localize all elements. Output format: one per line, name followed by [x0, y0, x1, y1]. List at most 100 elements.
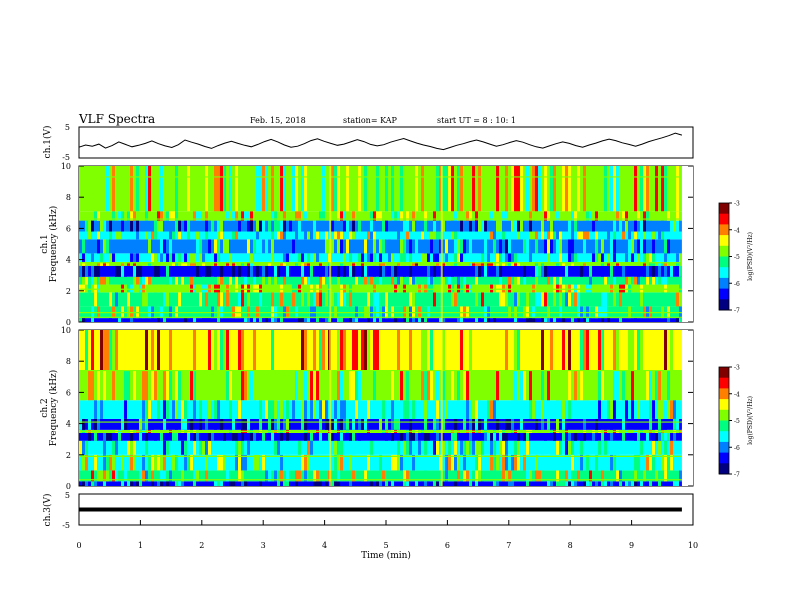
ch1-spec-cell	[550, 220, 553, 232]
ch2-cbar-tick-label: -3	[734, 365, 740, 372]
ch1-spec-cell	[229, 276, 232, 285]
ch1-spec-cell	[493, 231, 496, 240]
ch2-spec-cell	[352, 370, 355, 401]
ch1-spec-cell	[301, 276, 304, 285]
ch2-spec-cell	[151, 470, 154, 482]
ch1-spec-cell	[382, 276, 385, 285]
ch1-spec-cell	[418, 284, 421, 293]
ch1-spec-cell	[154, 253, 157, 262]
ch2-spec-cell	[181, 400, 184, 419]
ch2-spec-cell	[394, 454, 397, 471]
ch1-spec-cell	[217, 292, 220, 307]
ch1-spec-cell	[412, 220, 415, 232]
time-axis-ticks: 0 1 2 3 4 5 6 7 8 9 10	[76, 520, 698, 550]
ch2-spec-cell	[517, 400, 520, 419]
ch2-spec-cell	[571, 481, 574, 486]
ch2-spec-cell	[679, 470, 682, 482]
ch1-spec-cell	[166, 265, 169, 277]
ch1-spec-cell	[142, 276, 145, 285]
ch2-spec-cell	[79, 440, 82, 455]
ch2-spec-cell	[499, 440, 502, 455]
ch1-spec-cell	[160, 166, 163, 212]
ch2-spec-cell	[565, 330, 568, 371]
ch1-spec-cell	[673, 220, 676, 232]
ch1-spec-cell	[679, 265, 682, 277]
ch2-spec-cell	[352, 470, 355, 482]
ch2-spec-cell	[304, 470, 307, 482]
ch2-spec-cell	[214, 481, 217, 486]
ch2-spec-cell	[190, 370, 193, 401]
ch1-spec-cell	[589, 276, 592, 285]
ch2-spec-cell	[463, 418, 466, 430]
ch1-spec-cell	[235, 231, 238, 240]
ch2-spec-cell	[91, 481, 94, 486]
ch1-spec-cell	[136, 231, 139, 240]
ch1-spec-cell	[373, 265, 376, 277]
ch1-spec-cell	[202, 318, 205, 322]
ch1-spec-cell	[592, 231, 595, 240]
ch2-spec-ytick-label: 0	[66, 482, 71, 491]
ch1-spec-cell	[403, 318, 406, 322]
ch1-spec-cell	[487, 253, 490, 262]
ch2-spec-cell	[334, 400, 337, 419]
ch2-spec-cell	[493, 432, 496, 441]
ch1-spec-cell	[223, 166, 226, 212]
ch2-spec-cell	[634, 454, 637, 471]
ch2-spec-cell	[598, 370, 601, 401]
ch1-spec-cell	[400, 231, 403, 240]
ch2-spec-cell	[244, 418, 247, 430]
ch1-spec-cell	[343, 292, 346, 307]
ch1-spec-cell	[190, 220, 193, 232]
ch1-spec-cell	[205, 220, 208, 232]
ch1-spec-cell	[259, 239, 262, 254]
ch1-spec-cell	[82, 284, 85, 293]
ch2-spec-cell	[619, 481, 622, 486]
ch2-spec-cell	[565, 370, 568, 401]
ch1-spec-cell	[190, 261, 193, 266]
ch2-spec-cell	[622, 418, 625, 430]
ch2-spec-cell	[517, 432, 520, 441]
ch2-spec-cell	[625, 481, 628, 486]
ch2-spec-cell	[649, 418, 652, 430]
ch1-spec-cell	[613, 239, 616, 254]
ch1-spec-cell	[622, 265, 625, 277]
ch1-spec-cell	[661, 261, 664, 266]
ch2-spec-cell	[190, 454, 193, 471]
ch2-spec-cell	[595, 481, 598, 486]
ch1-spec-cell	[385, 166, 388, 212]
ch1-spec-cell	[307, 318, 310, 322]
ch1-spec-cell	[337, 211, 340, 221]
ch2-spec-cell	[82, 440, 85, 455]
ch2-spec-cell	[280, 470, 283, 482]
ch2-spec-cell	[643, 481, 646, 486]
ch1-spec-cell	[520, 231, 523, 240]
ch2-cbar-swatch	[719, 452, 729, 464]
ch2-spec-cell	[637, 440, 640, 455]
ch2-spec-cell	[583, 370, 586, 401]
ch2-spec-cell	[565, 481, 568, 486]
ch1-spec-cell	[559, 253, 562, 262]
ch2-spec-cell	[208, 400, 211, 419]
ch2-spec-cell	[538, 418, 541, 430]
ch2-spec-cell	[88, 370, 91, 401]
ch1-spec-cell	[640, 166, 643, 212]
ch1-spec-cell	[451, 231, 454, 240]
ch2-spec-cell	[637, 330, 640, 371]
ch1-spec-cell	[310, 231, 313, 240]
ch2-spec-cell	[556, 400, 559, 419]
ch2-spec-cell	[658, 440, 661, 455]
ch3-ytick-bottom: -5	[62, 521, 70, 530]
ch2-spec-cell	[340, 400, 343, 419]
ch1-spec-cell	[418, 318, 421, 322]
ch1-spec-cell	[97, 231, 100, 240]
ch1-spec-cell	[295, 220, 298, 232]
ch1-spec-cell	[601, 261, 604, 266]
ch1-spec-cell	[307, 261, 310, 266]
ch2-spec-cell	[169, 370, 172, 401]
ch2-spec-cell	[583, 432, 586, 441]
ch2-channel-label: ch.2	[40, 398, 50, 417]
ch2-spec-cell	[622, 330, 625, 371]
ch1-spec-cell	[160, 318, 163, 322]
ch1-spec-cell	[262, 318, 265, 322]
ch1-spec-cell	[199, 292, 202, 307]
